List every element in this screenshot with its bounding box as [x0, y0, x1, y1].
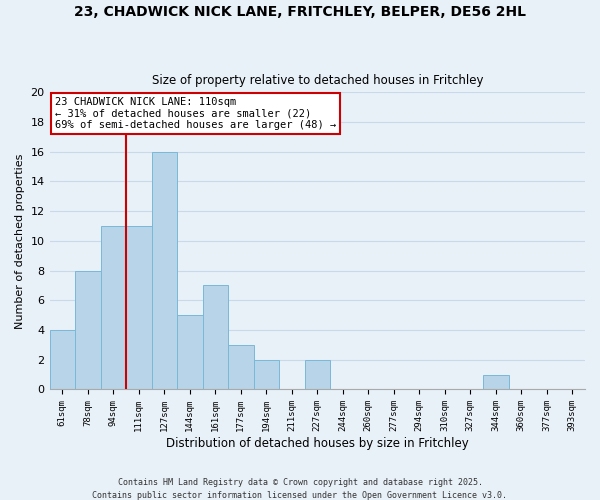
Bar [483, 374, 509, 390]
Bar [228, 345, 254, 390]
X-axis label: Distribution of detached houses by size in Fritchley: Distribution of detached houses by size … [166, 437, 469, 450]
Y-axis label: Number of detached properties: Number of detached properties [15, 153, 25, 328]
Bar [152, 152, 177, 390]
Bar [177, 315, 203, 390]
Bar [254, 360, 279, 390]
Bar [126, 226, 152, 390]
Bar [75, 270, 101, 390]
Bar [50, 330, 75, 390]
Text: Contains HM Land Registry data © Crown copyright and database right 2025.
Contai: Contains HM Land Registry data © Crown c… [92, 478, 508, 500]
Bar [203, 286, 228, 390]
Bar [101, 226, 126, 390]
Text: 23 CHADWICK NICK LANE: 110sqm
← 31% of detached houses are smaller (22)
69% of s: 23 CHADWICK NICK LANE: 110sqm ← 31% of d… [55, 97, 336, 130]
Bar [305, 360, 330, 390]
Title: Size of property relative to detached houses in Fritchley: Size of property relative to detached ho… [152, 74, 483, 87]
Text: 23, CHADWICK NICK LANE, FRITCHLEY, BELPER, DE56 2HL: 23, CHADWICK NICK LANE, FRITCHLEY, BELPE… [74, 5, 526, 19]
